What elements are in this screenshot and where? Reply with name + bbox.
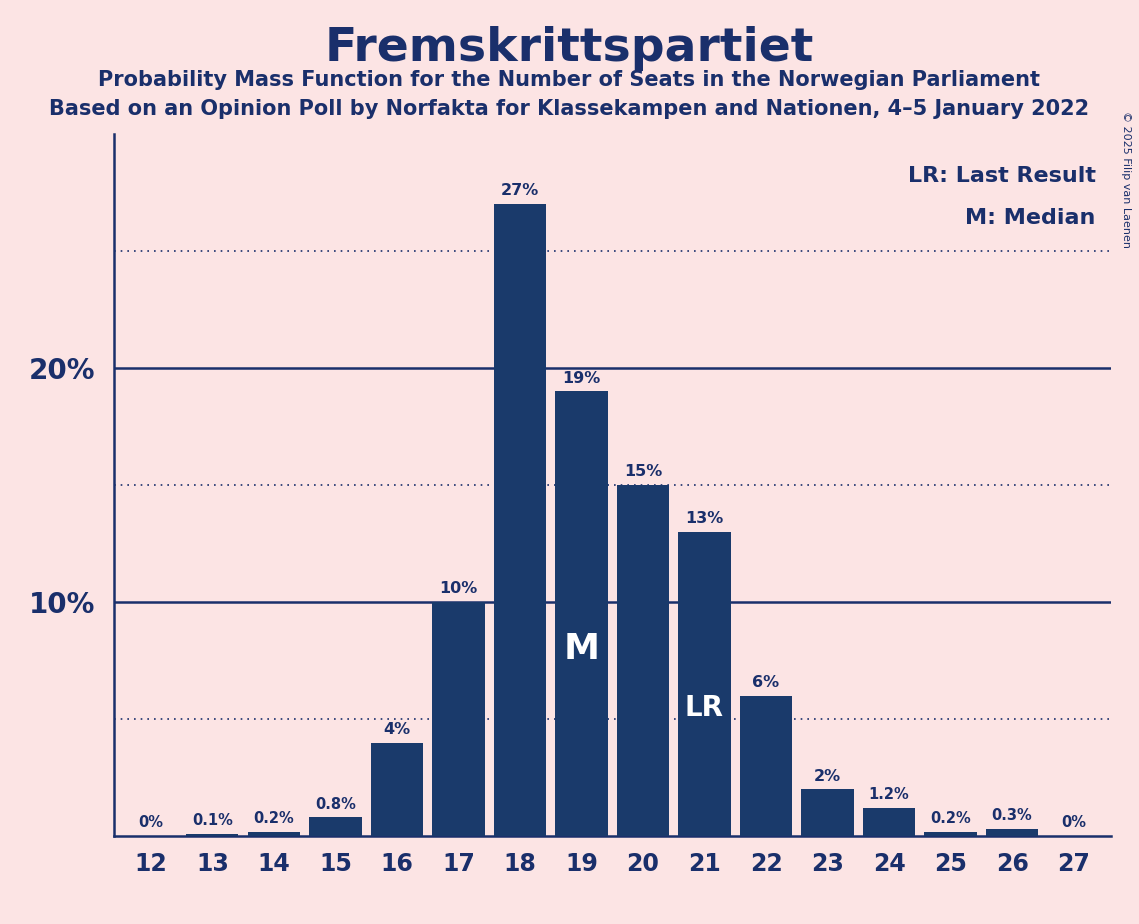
Text: 19%: 19%: [563, 371, 600, 385]
Bar: [863, 808, 916, 836]
Bar: [802, 789, 853, 836]
Bar: [433, 602, 484, 836]
Text: 0.3%: 0.3%: [992, 808, 1032, 823]
Text: 15%: 15%: [624, 464, 662, 480]
Text: Based on an Opinion Poll by Norfakta for Klassekampen and Nationen, 4–5 January : Based on an Opinion Poll by Norfakta for…: [49, 99, 1090, 119]
Text: LR: Last Result: LR: Last Result: [908, 165, 1096, 186]
Bar: [556, 392, 607, 836]
Text: 0%: 0%: [138, 815, 163, 831]
Text: M: Median: M: Median: [965, 208, 1096, 227]
Bar: [986, 829, 1039, 836]
Text: 13%: 13%: [686, 511, 723, 526]
Text: Fremskrittspartiet: Fremskrittspartiet: [325, 26, 814, 71]
Text: 1.2%: 1.2%: [869, 787, 909, 802]
Bar: [617, 485, 669, 836]
Bar: [679, 532, 730, 836]
Text: 0%: 0%: [1062, 815, 1087, 831]
Bar: [309, 818, 361, 836]
Text: 10%: 10%: [440, 581, 477, 596]
Bar: [186, 833, 238, 836]
Bar: [494, 204, 546, 836]
Text: 0.1%: 0.1%: [191, 813, 232, 828]
Text: 6%: 6%: [753, 675, 779, 690]
Text: Probability Mass Function for the Number of Seats in the Norwegian Parliament: Probability Mass Function for the Number…: [98, 70, 1041, 91]
Text: 27%: 27%: [501, 183, 539, 199]
Text: 0.2%: 0.2%: [254, 810, 294, 826]
Text: 4%: 4%: [384, 722, 410, 736]
Text: 2%: 2%: [814, 769, 841, 784]
Bar: [925, 832, 977, 836]
Text: 0.8%: 0.8%: [316, 796, 355, 811]
Text: M: M: [564, 632, 599, 666]
Text: 0.2%: 0.2%: [931, 810, 970, 826]
Text: LR: LR: [685, 695, 724, 723]
Bar: [371, 743, 423, 836]
Bar: [740, 696, 792, 836]
Text: © 2025 Filip van Laenen: © 2025 Filip van Laenen: [1121, 111, 1131, 248]
Bar: [247, 832, 300, 836]
